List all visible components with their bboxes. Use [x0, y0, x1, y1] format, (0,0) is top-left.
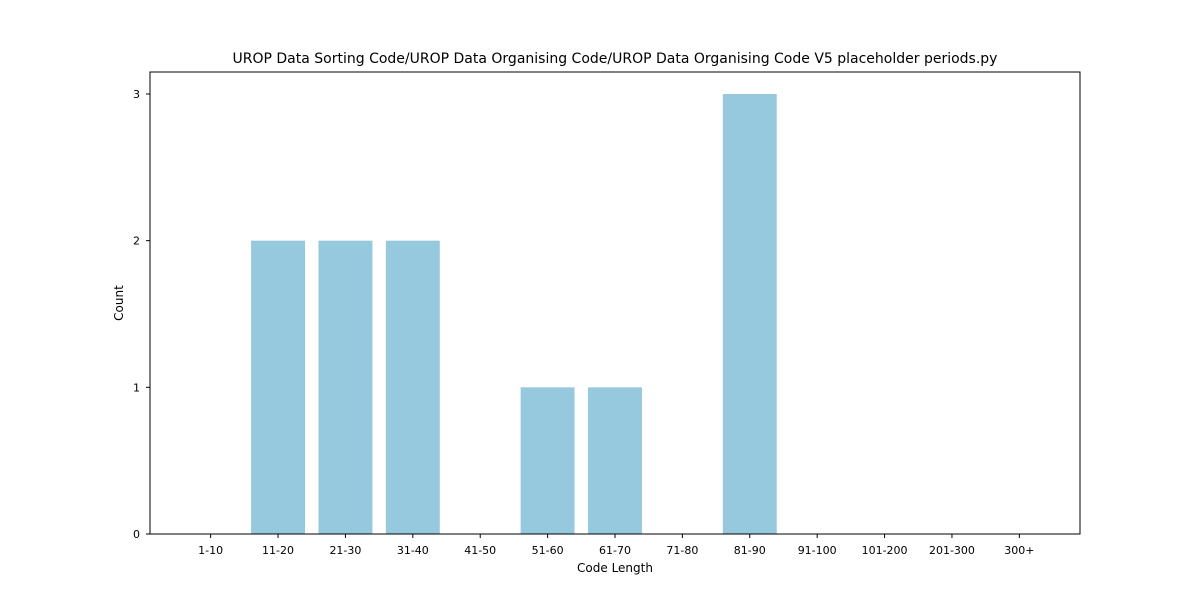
- x-tick-label: 21-30: [329, 544, 361, 557]
- x-tick-label: 61-70: [599, 544, 631, 557]
- x-tick-label: 101-200: [862, 544, 908, 557]
- y-tick-label: 2: [133, 235, 140, 248]
- bar-31-40: [385, 240, 440, 535]
- plot-frame: [149, 71, 1081, 535]
- y-axis-label: Count: [112, 285, 126, 321]
- y-tick-label: 0: [133, 528, 140, 541]
- x-tick-label: 11-20: [262, 544, 294, 557]
- bars-layer: [251, 94, 777, 535]
- chart-title: UROP Data Sorting Code/UROP Data Organis…: [233, 51, 998, 67]
- bar-21-30: [318, 240, 373, 535]
- x-tick-label: 201-300: [929, 544, 975, 557]
- y-tick-label: 1: [133, 381, 140, 394]
- x-tick-label: 71-80: [666, 544, 698, 557]
- x-tick-label: 1-10: [198, 544, 223, 557]
- bar-81-90: [722, 94, 777, 534]
- bar-51-60: [520, 387, 575, 534]
- x-axis-label: Code Length: [577, 561, 653, 575]
- x-tick-label: 41-50: [464, 544, 496, 557]
- x-tick-label: 31-40: [397, 544, 429, 557]
- x-tick-label: 300+: [1004, 544, 1034, 557]
- y-tick-label: 3: [133, 88, 140, 101]
- bar-61-70: [588, 387, 642, 534]
- x-tick-label: 51-60: [532, 544, 564, 557]
- bar-11-20: [251, 240, 305, 535]
- x-tick-label: 91-100: [798, 544, 837, 557]
- x-tick-label: 81-90: [734, 544, 766, 557]
- ticks-layer: 1-10 11-20 21-30 31-40 41-50 51-60 61-70 71-80 8…: [133, 88, 1034, 557]
